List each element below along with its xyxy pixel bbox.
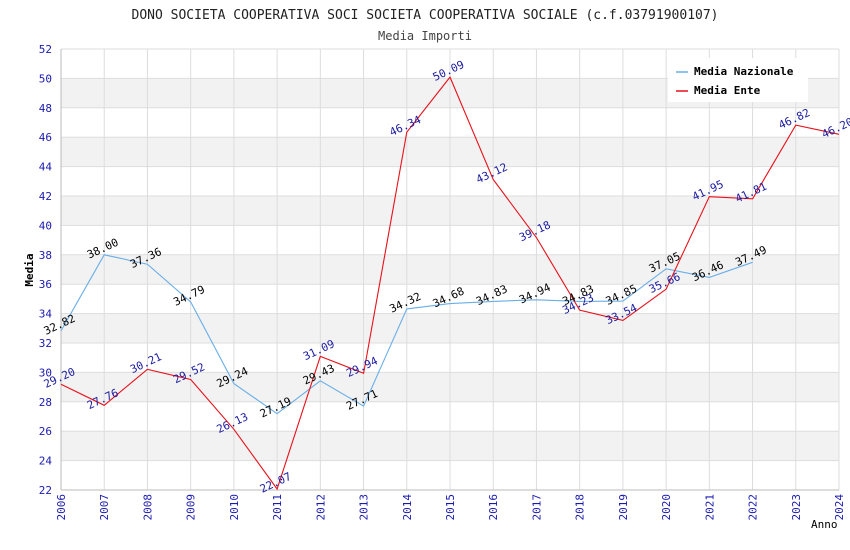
legend: Media Nazionale Media Ente	[668, 58, 808, 102]
x-tick-label: 2011	[271, 494, 284, 521]
y-tick-label: 50	[39, 72, 52, 85]
y-tick-label: 32	[39, 337, 52, 350]
chart-title: DONO SOCIETA COOPERATIVA SOCI SOCIETA CO…	[132, 8, 719, 23]
x-tick-label: 2023	[790, 494, 803, 521]
data-label: 34.68	[431, 285, 467, 311]
y-tick-label: 38	[39, 249, 52, 262]
x-tick-label: 2020	[660, 494, 673, 521]
x-tick-label: 2024	[833, 494, 846, 521]
x-axis-label: Anno	[811, 518, 838, 531]
x-tick-label: 2022	[747, 494, 760, 521]
y-tick-label: 40	[39, 219, 52, 232]
y-tick-label: 24	[39, 455, 53, 468]
x-tick-label: 2016	[487, 494, 500, 521]
y-tick-label: 52	[39, 43, 52, 56]
x-tick-label: 2018	[574, 494, 587, 521]
x-tick-label: 2008	[141, 494, 154, 521]
chart-subtitle: Media Importi	[378, 29, 472, 43]
y-tick-label: 34	[39, 308, 53, 321]
y-axis-label: Media	[23, 253, 36, 286]
y-tick-label: 30	[39, 366, 52, 379]
x-tick-label: 2012	[314, 494, 327, 521]
x-tick-label: 2019	[617, 494, 630, 521]
x-tick-label: 2017	[530, 494, 543, 521]
data-label: 46.34	[388, 113, 424, 139]
x-tick-label: 2021	[703, 494, 716, 521]
legend-label-nazionale: Media Nazionale	[694, 65, 794, 78]
data-label: 34.83	[474, 282, 510, 308]
x-tick-label: 2010	[228, 494, 241, 521]
y-tick-label: 48	[39, 102, 52, 115]
y-tick-label: 22	[39, 484, 52, 497]
x-tick-label: 2006	[55, 494, 68, 521]
x-tick-label: 2015	[444, 494, 457, 521]
x-tick-label: 2014	[401, 494, 414, 521]
y-tick-label: 36	[39, 278, 52, 291]
series-line-1	[60, 76, 840, 491]
x-tick-label: 2013	[358, 494, 371, 521]
legend-label-ente: Media Ente	[694, 84, 761, 97]
y-tick-label: 28	[39, 396, 52, 409]
x-tick-label: 2009	[185, 494, 198, 521]
y-tick-label: 42	[39, 190, 52, 203]
y-tick-label: 26	[39, 425, 52, 438]
data-label: 22.07	[258, 470, 294, 496]
data-label: 34.79	[171, 283, 207, 309]
series-line-0	[60, 254, 753, 415]
x-tick-label: 2007	[98, 494, 111, 521]
y-tick-label: 44	[39, 161, 53, 174]
y-tick-label: 46	[39, 131, 52, 144]
